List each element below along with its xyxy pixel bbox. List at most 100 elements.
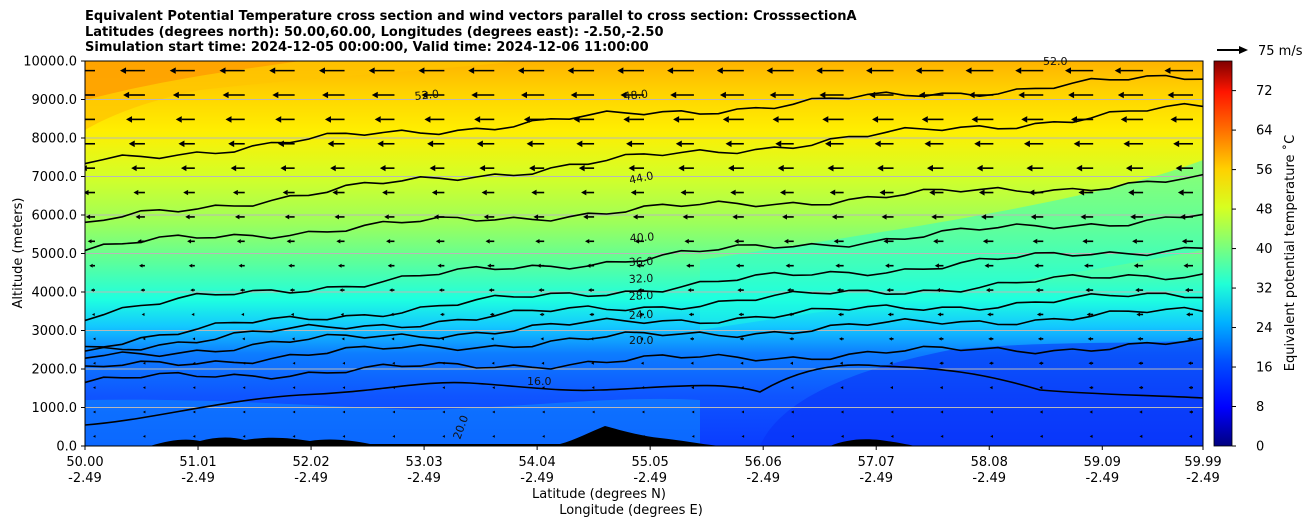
wind-vector-head (589, 312, 593, 317)
wind-vector-head (123, 91, 130, 99)
contour-20 (85, 337, 1203, 384)
x-axis-label: Latitude (degrees N) (532, 487, 666, 502)
wind-vector-head (1028, 189, 1035, 196)
contour-label-52-top: 52.0 (414, 87, 440, 102)
wind-vector-head (886, 288, 891, 293)
wind-vector-head (837, 312, 842, 317)
wind-vector-head (990, 410, 993, 414)
wind-vector-head (468, 67, 475, 74)
wind-vector-head (940, 410, 944, 414)
wind-vector-head (689, 337, 693, 341)
contour-lines (85, 74, 1203, 426)
wind-vector-head (885, 263, 890, 268)
wind-vector-head (734, 238, 739, 244)
wind-vector-head (230, 165, 237, 172)
wind-vector-head (1188, 410, 1192, 414)
wind-vector-head (1064, 67, 1071, 74)
wind-vector-head (286, 239, 291, 244)
wind-vector-head (492, 386, 495, 389)
wind-vector-head (740, 361, 744, 365)
wind-vector-head (976, 164, 983, 172)
wind-vector-head (937, 312, 941, 317)
wind-vector-head (581, 189, 587, 196)
wind-vector-head (190, 288, 194, 292)
wind-vector-head (620, 91, 627, 99)
wind-vector-head (728, 164, 734, 172)
y-tick-label: 0.0 (56, 440, 77, 455)
wind-vector-head (1114, 67, 1121, 74)
x-tick-label-lat: 58.08 (971, 455, 1008, 470)
wind-vector-head (819, 91, 826, 99)
wind-vectors (85, 67, 1193, 439)
wind-vector-head (687, 288, 692, 293)
wind-vector-head (1177, 189, 1184, 196)
contour-label-20: 20.0 (629, 334, 654, 347)
y-tick-label: 7000.0 (32, 170, 78, 185)
wind-vector-head (135, 214, 140, 220)
y-axis-label: Altitude (meters) (11, 198, 26, 309)
quiver-key: 75 m/s (1217, 44, 1303, 59)
wind-vector-head (984, 263, 989, 269)
x-tick-label-lat: 52.02 (292, 455, 329, 470)
wind-vector-head (825, 140, 832, 148)
wind-vector-head (142, 337, 146, 341)
wind-vector-head (85, 189, 89, 196)
wind-vector-head (915, 67, 922, 74)
colorbar-label: Equivalent potential temperature ˚C (1282, 135, 1298, 371)
contour-16 (85, 364, 1203, 426)
wind-vector-head (191, 312, 195, 317)
wind-vector-head (538, 288, 542, 292)
warm-region-top-left (85, 61, 520, 130)
wind-vector-head (1120, 116, 1127, 123)
cool-region-right (700, 160, 1203, 330)
wind-vector-head (965, 67, 972, 74)
wind-vector-head (1030, 214, 1036, 220)
wind-vector-head (881, 214, 887, 220)
wind-vector-head (688, 312, 693, 317)
wind-vector-head (292, 361, 296, 365)
wind-vector-head (777, 164, 784, 172)
wind-vector-head (583, 214, 588, 220)
wind-vector-head (1082, 238, 1088, 244)
wind-vector-head (487, 263, 491, 268)
wind-vector-head (529, 164, 535, 172)
contour-24 (85, 306, 1203, 368)
wind-vector-head (288, 263, 292, 268)
wind-vector-head (740, 386, 744, 390)
wind-vector-head (1035, 287, 1040, 293)
wind-vector-head (1039, 434, 1043, 438)
colorbar-tick-label: 64 (1256, 124, 1273, 139)
wind-vector-head (342, 410, 346, 414)
wind-vector-head (831, 214, 837, 220)
wind-vector-head (1089, 410, 1093, 414)
wind-vector-head (1179, 214, 1186, 220)
wind-vector-head (142, 410, 146, 414)
wind-vector-head (488, 288, 493, 292)
wind-vector-head (869, 91, 876, 99)
wind-vector-head (1034, 263, 1039, 269)
wind-vector-head (239, 288, 244, 292)
wind-vector-head (1133, 263, 1139, 269)
wind-vector-head (673, 116, 680, 123)
wind-vector-head (628, 164, 635, 172)
wind-vector-head (938, 337, 942, 341)
colorbar-tick-label: 8 (1256, 400, 1264, 415)
wind-vector-head (623, 116, 630, 123)
wind-vector-head (929, 189, 935, 196)
wind-vector-head (438, 288, 443, 292)
wind-vector-head (667, 67, 674, 74)
wind-vector-head (93, 435, 96, 438)
wind-vector-head (641, 410, 645, 414)
wind-vector-head (883, 238, 888, 244)
wind-vector-head (192, 386, 196, 389)
wind-vector-head (716, 67, 723, 74)
wind-vector-head (732, 214, 738, 220)
wind-vector-head (691, 434, 695, 438)
wind-vector-head (474, 116, 481, 123)
wind-vector-head (391, 337, 395, 341)
wind-vector-head (889, 361, 893, 365)
wind-vector-head (737, 288, 741, 293)
wind-vector-head (791, 410, 794, 414)
wind-vector-head (682, 214, 688, 220)
wind-vector-head (93, 386, 96, 389)
